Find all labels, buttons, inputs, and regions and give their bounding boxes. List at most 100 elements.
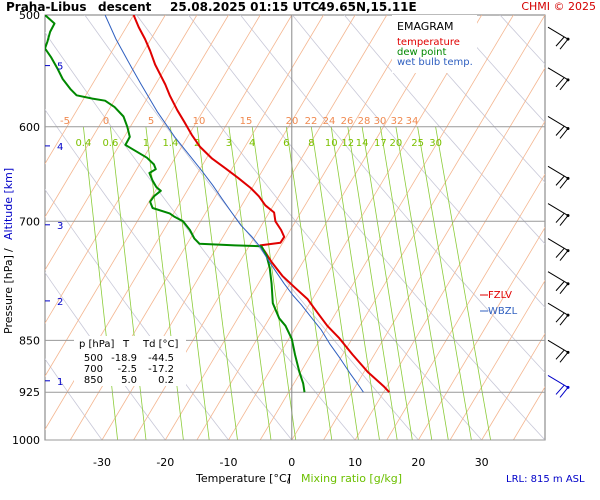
isotherm-line bbox=[291, 15, 545, 440]
pressure-tick-label: 700 bbox=[19, 215, 40, 228]
y-axis-alt-label: Altitude [km] bbox=[2, 168, 15, 240]
pressure-tick-label: 850 bbox=[19, 334, 40, 347]
mixing-ratio-label: 17 bbox=[374, 138, 387, 149]
dry-adiabat-line bbox=[45, 188, 229, 440]
mixing-ratio-line bbox=[228, 126, 272, 440]
temperature-tick-label: -10 bbox=[220, 456, 238, 469]
dry-adiabat-line bbox=[45, 272, 166, 440]
legend-box bbox=[392, 15, 477, 73]
sounding-datetime: 25.08.2025 01:15 UTC bbox=[170, 0, 319, 14]
wind-barb-flag bbox=[555, 126, 565, 136]
mixing-ratio-line bbox=[435, 126, 491, 440]
table-header-t: T bbox=[122, 339, 130, 350]
wind-barb-flag bbox=[555, 248, 565, 258]
isotherm-line bbox=[386, 173, 545, 440]
wbzl-marker: WBZL bbox=[480, 306, 518, 317]
y-axis-label-group: Pressure [hPa] / Altitude [km] bbox=[2, 168, 15, 334]
temperature-tick-label: 10 bbox=[348, 456, 362, 469]
legend-wet-bulb: wet bulb temp. bbox=[397, 57, 473, 68]
wind-barb-flag bbox=[559, 352, 569, 363]
mixing-ratio-line bbox=[417, 126, 472, 440]
table-cell-p: 700 bbox=[84, 364, 103, 375]
table-cell-td: -44.5 bbox=[148, 353, 174, 364]
mixing-ratio-label: 14 bbox=[356, 138, 369, 149]
altitude-tick-label: 3 bbox=[57, 221, 63, 232]
x-axis-mix-label: Mixing ratio [g/kg] bbox=[301, 472, 402, 485]
temperature-tick-label: -30 bbox=[93, 456, 111, 469]
wind-barb-flag bbox=[559, 178, 569, 189]
mixing-ratio-label: 4 bbox=[249, 138, 255, 149]
mixing-ratio-lines bbox=[83, 126, 491, 440]
wind-barb-flag bbox=[559, 387, 569, 398]
dry-adiabat-line bbox=[45, 108, 293, 440]
dry-adiabat-line bbox=[292, 15, 545, 308]
wind-barb-flag bbox=[559, 314, 569, 326]
station-coords: 49.65N,15.11E bbox=[318, 0, 417, 14]
dry-adiabat-line bbox=[188, 15, 545, 440]
mixing-ratio-line bbox=[110, 126, 147, 440]
table-header-p: p [hPa] bbox=[79, 339, 114, 350]
wind-barb-dot bbox=[566, 214, 570, 218]
legend-dew-point: dew point bbox=[397, 47, 446, 58]
wind-barb-dot bbox=[566, 350, 570, 354]
wind-barb-flag bbox=[559, 283, 569, 295]
mixing-ratio-line bbox=[285, 126, 333, 440]
mixing-ratio-label: 3 bbox=[226, 138, 232, 149]
table-cell-td: -17.2 bbox=[148, 364, 174, 375]
wind-barb-flag bbox=[555, 350, 565, 360]
mixing-ratio-label: 8 bbox=[308, 138, 314, 149]
wind-barb-staff bbox=[547, 165, 569, 179]
pressure-tick-label: 500 bbox=[19, 9, 40, 22]
mixing-ratio-line bbox=[83, 126, 118, 440]
copyright: CHMI © 2025 bbox=[521, 0, 596, 13]
isotherm-label: 22 bbox=[305, 116, 318, 127]
pressure-tick-label: 1000 bbox=[12, 434, 40, 447]
mixing-ratio-label: 30 bbox=[429, 138, 442, 149]
wind-barb-flag bbox=[555, 36, 565, 47]
mixing-ratio-line bbox=[196, 126, 238, 440]
wind-barb-dot bbox=[566, 78, 570, 82]
isotherm-label: 15 bbox=[240, 116, 253, 127]
wind-barb-staff bbox=[547, 339, 569, 353]
data-table: p [hPa] T Td [°C] 500 -18.9 -44.5 700 -2.5 -1… bbox=[74, 336, 186, 386]
altitude-ticks: 1 2 3 4 5 bbox=[45, 62, 63, 388]
wind-barb-flag bbox=[555, 176, 565, 186]
wind-barb-flag bbox=[555, 213, 565, 223]
table-box bbox=[74, 336, 186, 386]
legend-title: EMAGRAM bbox=[397, 20, 454, 33]
mixing-ratio-line bbox=[170, 126, 210, 440]
mixing-ratio-line bbox=[347, 126, 398, 440]
wind-barb-staff bbox=[547, 238, 569, 252]
pressure-tick-label: 600 bbox=[19, 121, 40, 134]
wind-barb-staff bbox=[547, 271, 569, 285]
table-cell-t: -2.5 bbox=[117, 364, 137, 375]
isotherm-label: 0 bbox=[103, 116, 109, 127]
wind-barb-staff bbox=[547, 67, 569, 81]
mixing-ratio-label: 25 bbox=[411, 138, 424, 149]
wind-barb-staff bbox=[547, 374, 569, 388]
isotherm-label: 30 bbox=[374, 116, 387, 127]
dew-point-line bbox=[45, 15, 306, 393]
mixing-ratio-label: 10 bbox=[325, 138, 338, 149]
isotherm-label: -5 bbox=[60, 116, 70, 127]
wind-barb-dot bbox=[566, 176, 570, 180]
isotherm-lines bbox=[45, 15, 545, 440]
temperature-tick-label: 0 bbox=[288, 456, 295, 469]
wet-bulb-line bbox=[104, 15, 364, 393]
wind-barb-flag bbox=[555, 312, 565, 323]
mixing-ratio-line bbox=[330, 126, 380, 440]
wbzl-label: WBZL bbox=[488, 306, 518, 317]
isotherm-line bbox=[418, 226, 545, 440]
x-axis-label: Temperature [°C] bbox=[195, 472, 291, 485]
wind-barb-staff bbox=[547, 26, 569, 40]
dry-adiabat-line bbox=[240, 15, 545, 374]
dry-adiabat-line bbox=[447, 15, 545, 124]
table-cell-p: 500 bbox=[84, 353, 103, 364]
profile-series bbox=[45, 15, 391, 393]
temperature-tick-label: 30 bbox=[475, 456, 489, 469]
isotherm-label: 32 bbox=[391, 116, 404, 127]
wind-barb-dot bbox=[566, 126, 570, 130]
